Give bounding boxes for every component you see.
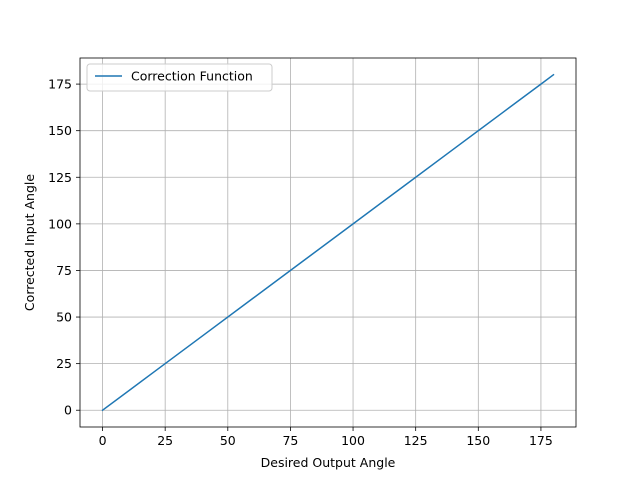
y-tick-label: 175 (48, 77, 72, 92)
x-tick-label: 75 (282, 433, 298, 448)
series-layer (101, 73, 555, 412)
x-tick-label: 150 (466, 433, 490, 448)
x-tick-label: 100 (341, 433, 365, 448)
y-tick-label: 75 (56, 263, 72, 278)
x-tick-label: 125 (404, 433, 428, 448)
x-axis-label: Desired Output Angle (261, 455, 396, 470)
y-tick-label: 150 (48, 123, 72, 138)
plot-area-frame (79, 57, 577, 428)
x-tick-label: 175 (529, 433, 553, 448)
x-tick-label: 50 (220, 433, 236, 448)
y-tick-label: 25 (56, 356, 72, 371)
y-tick-label: 0 (64, 403, 72, 418)
axis-ticks: 0 25 50 75 100 125 150 175 0 25 50 75 100 125 150 175 (48, 77, 553, 448)
x-tick-label: 0 (99, 433, 107, 448)
legend-label: Correction Function (131, 69, 253, 84)
grid (80, 58, 576, 427)
y-tick-label: 100 (48, 216, 72, 231)
legend: Correction Function (86, 63, 273, 92)
series-line (101, 73, 555, 412)
y-axis-label: Corrected Input Angle (22, 174, 37, 311)
x-tick-label: 25 (157, 433, 173, 448)
y-tick-label: 125 (48, 170, 72, 185)
y-tick-label: 50 (56, 310, 72, 325)
legend-box (86, 63, 273, 92)
